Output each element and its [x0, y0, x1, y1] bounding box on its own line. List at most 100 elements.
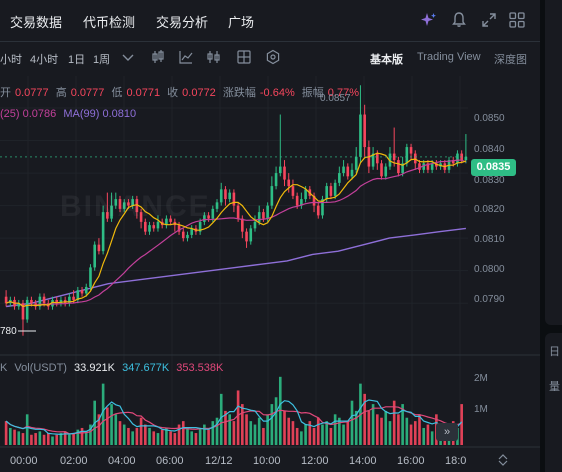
grid-layout-icon[interactable]: [236, 49, 252, 65]
candle-body: [350, 169, 354, 177]
candle-body: [262, 212, 265, 219]
grid-icon[interactable]: [508, 11, 528, 31]
volume-readout: K Vol(USDT) 33.921K 347.677K 353.538K: [0, 362, 227, 374]
candle-body: [42, 296, 46, 304]
side-label: 日: [549, 346, 560, 358]
volume-bar: [211, 421, 215, 445]
volume-bar: [460, 404, 463, 445]
price-tick: 0.0830: [474, 175, 505, 186]
view-depth[interactable]: 深度图: [494, 54, 527, 66]
tab-trade-analysis[interactable]: 交易分析: [156, 15, 209, 30]
volume-bar: [405, 417, 409, 445]
collapse-button[interactable]: »: [436, 423, 458, 441]
candle-body: [236, 205, 240, 219]
volume-bar: [106, 407, 109, 445]
volume-bar: [42, 434, 46, 445]
time-tick: 14:00: [349, 455, 377, 467]
tf-4h[interactable]: 4小时: [30, 54, 59, 66]
ma-readout: (25) 0.0786 MA(99) 0.0810: [0, 108, 136, 120]
amplitude-label: 振幅: [301, 87, 324, 99]
volume-bar: [21, 433, 25, 445]
volume-bar: [165, 427, 168, 445]
volume-ma1-line: [5, 399, 463, 436]
volume-bar: [278, 376, 282, 445]
volume-tick: 2M: [474, 373, 488, 384]
candle-body: [211, 208, 215, 219]
ohlc-readout: 开 0.0777 高 0.0777 低 0.0771 收 0.0772 涨跌幅 -0.64…: [0, 84, 363, 100]
volume-bar: [97, 414, 101, 445]
tab-token-check[interactable]: 代币检测: [83, 15, 136, 30]
tf-1w[interactable]: 1周: [93, 54, 111, 66]
candle-body: [169, 218, 172, 222]
candle-body: [89, 267, 92, 287]
change-value: -0.64%: [259, 87, 295, 99]
scale-toggle-icon[interactable]: [496, 453, 510, 467]
change-label: 涨跌幅: [222, 87, 256, 99]
volume-bar: [350, 400, 354, 445]
candle-body: [80, 290, 84, 294]
volume-bar: [430, 431, 434, 445]
ai-sparkle-icon[interactable]: [420, 11, 440, 31]
volume-bar: [198, 427, 202, 445]
volume-bar: [203, 424, 206, 445]
candle-body: [333, 182, 337, 196]
candle-body: [253, 221, 257, 229]
volume-bar: [25, 414, 29, 445]
candle-body: [371, 153, 375, 167]
candle-body: [422, 163, 426, 170]
volume-bar: [291, 421, 295, 445]
volume-bar: [401, 404, 404, 445]
candle-body: [135, 199, 139, 213]
time-tick: 06:00: [156, 455, 184, 467]
candle-body: [439, 163, 442, 167]
layout-icon[interactable]: [206, 49, 222, 65]
candle-body: [148, 225, 151, 232]
chevron-down-icon[interactable]: [120, 49, 136, 65]
volume-bar: [9, 427, 12, 445]
bell-icon[interactable]: [450, 11, 470, 31]
indicator-icon[interactable]: [178, 49, 194, 65]
volume-bar: [51, 436, 54, 445]
open-label: 开: [0, 87, 11, 99]
time-tick: 04:00: [108, 455, 136, 467]
volume-tick: 1M: [474, 404, 488, 415]
candlestick-chart[interactable]: [0, 0, 540, 472]
candle-body: [232, 192, 236, 206]
volume-bar: [59, 433, 63, 445]
expand-icon[interactable]: [480, 11, 500, 31]
volume-bar: [122, 424, 126, 445]
volume-bar: [101, 383, 105, 445]
volume-bar: [169, 431, 172, 445]
volume-bar: [376, 414, 379, 445]
settings-icon[interactable]: [265, 49, 281, 65]
ma25-label: (25): [0, 108, 20, 120]
volume-ma1: 347.677K: [122, 362, 170, 374]
candle-body: [152, 225, 156, 229]
candle-body: [38, 296, 42, 307]
candle-body: [435, 163, 438, 167]
tf-1h[interactable]: 小时: [0, 54, 22, 66]
volume-bar: [215, 417, 219, 445]
tf-1d[interactable]: 1日: [68, 54, 86, 66]
volume-bar: [392, 400, 396, 445]
candle-style-icon[interactable]: [150, 49, 166, 65]
volume-bar: [139, 417, 143, 445]
volume-bar: [329, 427, 333, 445]
candle-body: [401, 163, 404, 174]
volume-bar: [354, 410, 358, 445]
view-basic[interactable]: 基本版: [370, 54, 403, 66]
time-tick: 16:00: [397, 455, 425, 467]
tab-square[interactable]: 广场: [228, 15, 255, 30]
candle-body: [101, 212, 105, 252]
watermark: BINANCE: [60, 190, 211, 223]
candle-body: [274, 173, 278, 187]
high-value: 0.0777: [70, 87, 105, 99]
view-tradingview[interactable]: Trading View: [417, 51, 481, 63]
candle-body: [144, 221, 147, 232]
high-marker: 0.0857: [320, 93, 351, 104]
tab-trading-data[interactable]: 交易数据: [10, 15, 63, 30]
volume-bar: [333, 414, 337, 445]
volume-bar: [30, 434, 33, 445]
candle-body: [266, 205, 269, 219]
volume-bar: [177, 424, 181, 445]
